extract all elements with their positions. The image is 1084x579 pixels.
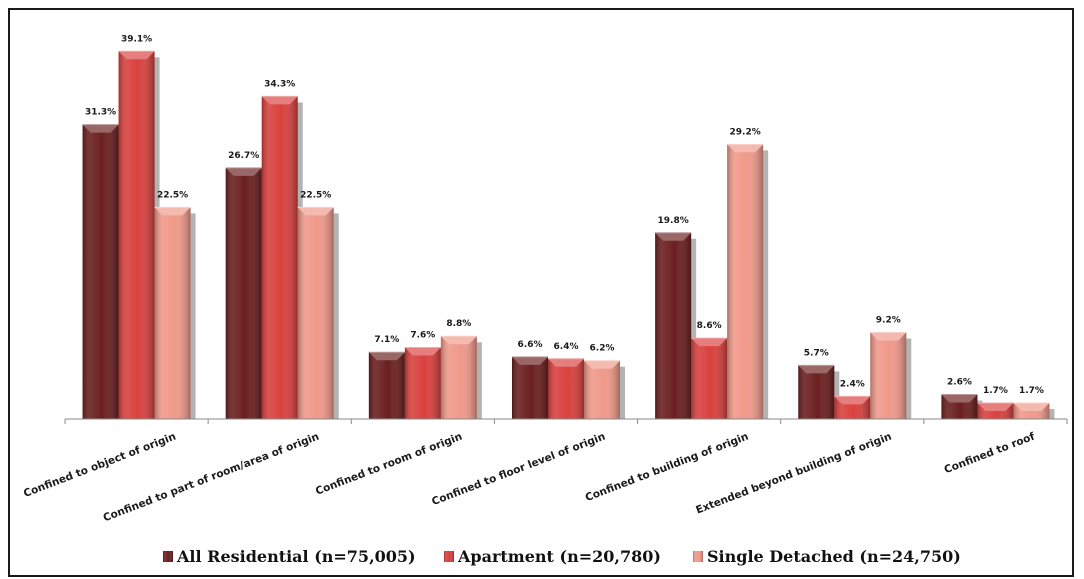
bar-shading (404, 347, 441, 419)
bar-shadow (475, 342, 482, 419)
bar-bevel-top (297, 207, 334, 216)
bar-bevel-top (798, 365, 835, 374)
category-label: Confined to room of origin (314, 431, 464, 498)
bar-shading (154, 207, 191, 419)
bar-shadow (1048, 409, 1055, 419)
bar-shading (297, 207, 334, 419)
bar-shading (584, 360, 620, 419)
bar-shadow (619, 366, 625, 419)
value-label: 6.4% (554, 342, 579, 352)
value-label: 26.7% (228, 151, 259, 161)
bar-bevel-top (727, 144, 764, 153)
bar-shading (512, 356, 548, 419)
value-label: 9.2% (876, 315, 901, 325)
value-label: 34.3% (264, 79, 295, 89)
bar-shadow (690, 238, 697, 419)
bar-bevel-top (691, 338, 728, 347)
value-label: 6.2% (590, 344, 615, 354)
bar-shadow (905, 338, 912, 419)
bar-bevel-top (404, 347, 441, 356)
bar-bevel-top (118, 51, 155, 60)
value-label: 7.1% (374, 335, 399, 345)
bar-bevel-top (584, 360, 620, 369)
value-label: 8.8% (446, 319, 471, 329)
x-axis-ticks (64, 419, 1068, 424)
bars (82, 50, 1050, 420)
bar-bevel-top (225, 167, 262, 176)
value-label: 31.3% (85, 108, 116, 118)
chart-frame: 31.3% 39.1% 22.5% 26.7% 34.3% 22.5% 7.1% 7.6% 8.… (8, 8, 1074, 577)
bar-shading (225, 167, 262, 419)
category-label: Confined to roof (943, 430, 1037, 476)
bar-bevel-top (1013, 403, 1050, 412)
bar-shading (261, 96, 298, 420)
category-label: Confined to object of origin (22, 431, 178, 500)
bar-shadow (762, 150, 769, 419)
value-label: 22.5% (300, 190, 331, 200)
value-label: 1.7% (983, 386, 1008, 396)
value-label: 6.6% (518, 340, 543, 350)
bar-bevel-top (870, 332, 907, 341)
bar-bevel-top (154, 207, 191, 216)
bar-shading (82, 124, 119, 419)
legend-label: Apartment (n=20,780) (457, 547, 661, 566)
bar-shading (368, 352, 405, 419)
bar-shading (691, 338, 728, 419)
bar-shading (870, 332, 907, 419)
bar-bevel-top (512, 356, 548, 365)
category-labels: Confined to object of origin Confined to … (22, 430, 1037, 524)
bar-shading (440, 336, 477, 419)
bar-shading (655, 232, 692, 419)
bar-bevel-top (261, 96, 298, 105)
bar-bevel-top (440, 336, 477, 345)
legend: All Residential (n=75,005) Apartment (n=2… (163, 547, 961, 566)
value-label: 29.2% (730, 127, 761, 137)
bar-shadow (833, 371, 840, 419)
value-label: 39.1% (121, 34, 152, 44)
legend-label: Single Detached (n=24,750) (707, 547, 961, 566)
legend-item: Apartment (n=20,780) (444, 547, 661, 566)
bar-shading (798, 365, 835, 419)
value-label: 19.8% (658, 216, 689, 226)
bar-chart: 31.3% 39.1% 22.5% 26.7% 34.3% 22.5% 7.1% 7.6% 8.… (22, 34, 1068, 566)
bar-bevel-top (941, 394, 978, 403)
value-label: 2.6% (947, 378, 972, 388)
bar-shading (118, 51, 155, 420)
bar-bevel-top (82, 124, 119, 133)
value-labels: 31.3% 39.1% 22.5% 26.7% 34.3% 22.5% 7.1% 7.6% 8.… (85, 34, 1044, 396)
value-label: 22.5% (157, 190, 188, 200)
value-label: 8.6% (697, 321, 722, 331)
bar-bevel-top (548, 358, 584, 367)
legend-swatch-shading (444, 551, 454, 562)
bar-shadow (332, 213, 339, 419)
legend-swatch-shading (163, 551, 173, 562)
legend-swatch-shading (693, 551, 703, 562)
bar-bevel-top (655, 232, 692, 241)
bar-shading (727, 144, 764, 419)
legend-item: Single Detached (n=24,750) (693, 547, 961, 566)
bar-shading (548, 358, 584, 419)
value-label: 7.6% (410, 331, 435, 341)
bar-bevel-top (368, 352, 405, 361)
bar-shadow (189, 213, 196, 419)
value-label: 2.4% (840, 379, 865, 389)
value-label: 1.7% (1019, 386, 1044, 396)
legend-item: All Residential (n=75,005) (163, 547, 416, 566)
legend-label: All Residential (n=75,005) (176, 547, 416, 566)
value-label: 5.7% (804, 348, 829, 358)
bar-bevel-top (977, 403, 1014, 412)
bar-bevel-top (834, 396, 871, 405)
